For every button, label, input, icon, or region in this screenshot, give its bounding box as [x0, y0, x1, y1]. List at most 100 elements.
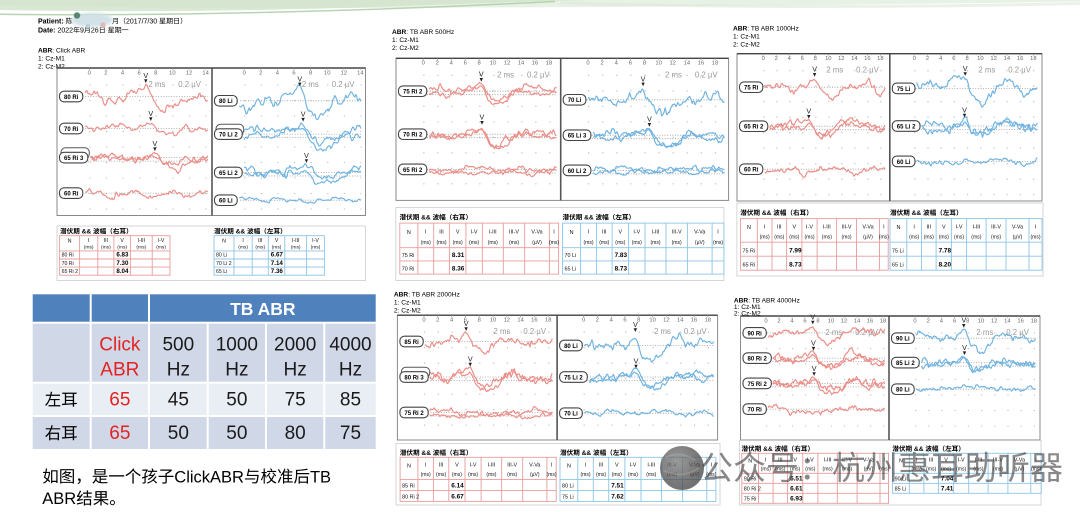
svg-text:10: 10 — [324, 70, 330, 76]
svg-text:12: 12 — [341, 70, 347, 76]
svg-text:: Click ABR: : Click ABR — [52, 48, 85, 55]
svg-text:10: 10 — [490, 318, 496, 324]
svg-text:16: 16 — [531, 318, 537, 324]
svg-text:10: 10 — [655, 61, 661, 67]
svg-text:I: I — [588, 229, 590, 235]
svg-text:70 Li 2: 70 Li 2 — [216, 261, 232, 267]
svg-text:6.67: 6.67 — [451, 493, 464, 500]
svg-text:(ms): (ms) — [842, 466, 852, 472]
svg-text:TB ABR: TB ABR — [230, 299, 296, 319]
svg-text:12: 12 — [990, 56, 996, 62]
svg-text:6.67: 6.67 — [271, 252, 284, 259]
svg-text:I-III: I-III — [138, 238, 146, 244]
svg-text:14: 14 — [357, 70, 364, 76]
svg-text:65 Li 2: 65 Li 2 — [897, 124, 916, 130]
svg-text:(ms): (ms) — [486, 472, 496, 478]
svg-text:1: Cz-M1: 1: Cz-M1 — [733, 34, 760, 41]
svg-text:6: 6 — [803, 318, 806, 324]
svg-text:(ms): (ms) — [612, 472, 622, 478]
svg-text:(ms): (ms) — [436, 240, 446, 246]
svg-text:V: V — [304, 151, 309, 160]
svg-text:7.83: 7.83 — [615, 252, 628, 259]
svg-text:80 Ri 2: 80 Ri 2 — [747, 357, 767, 363]
svg-text:I-III: I-III — [488, 463, 496, 469]
svg-text:14: 14 — [517, 318, 524, 324]
svg-text:I-III: I-III — [489, 229, 497, 235]
svg-text:10: 10 — [649, 318, 655, 324]
svg-text:(ms): (ms) — [255, 245, 265, 251]
svg-text:80 Ri 2: 80 Ri 2 — [744, 487, 761, 493]
svg-text:6: 6 — [801, 56, 804, 62]
svg-text:8.04: 8.04 — [116, 268, 129, 275]
svg-text:V: V — [455, 463, 459, 469]
svg-text:14: 14 — [518, 61, 525, 67]
svg-text:7.51: 7.51 — [611, 482, 624, 489]
svg-text:(ms): (ms) — [822, 235, 832, 241]
svg-text:2017/7/30: 2017/7/30 — [126, 19, 159, 26]
svg-text:III-V: III-V — [993, 458, 1003, 464]
svg-text:(ms): (ms) — [272, 245, 282, 251]
svg-text:4000: 4000 — [329, 335, 371, 356]
svg-text:N: N — [567, 463, 571, 469]
svg-text:6: 6 — [292, 70, 295, 76]
svg-text:(ms): (ms) — [599, 240, 609, 246]
svg-text:90 Ri: 90 Ri — [747, 331, 762, 337]
svg-text:18: 18 — [877, 56, 883, 62]
svg-text:8.20: 8.20 — [939, 261, 952, 268]
svg-text:6.83: 6.83 — [116, 252, 129, 259]
svg-text:(ms): (ms) — [1031, 466, 1041, 472]
svg-text:(ms): (ms) — [760, 235, 770, 241]
svg-text:2 ms 0.2 µV: 2 ms 0.2 µV — [494, 327, 547, 336]
svg-text:(ms): (ms) — [596, 472, 606, 478]
svg-text:I-III: I-III — [824, 458, 832, 464]
svg-text:65 Li 3: 65 Li 3 — [568, 134, 587, 140]
svg-text:14: 14 — [202, 70, 209, 76]
svg-text:III-V: III-V — [991, 225, 1001, 231]
svg-text:V: V — [153, 139, 158, 148]
svg-text:4: 4 — [790, 318, 794, 324]
svg-text:7.99: 7.99 — [789, 247, 802, 254]
svg-text:(ms): (ms) — [909, 235, 919, 241]
svg-text:(ms): (ms) — [789, 235, 799, 241]
svg-text:70 Li: 70 Li — [565, 253, 577, 259]
svg-text:V: V — [963, 64, 968, 73]
svg-text:Patient:: Patient: — [38, 19, 66, 26]
svg-text:(ms): (ms) — [507, 472, 517, 478]
svg-text:16: 16 — [691, 318, 697, 324]
svg-text:V: V — [301, 110, 306, 119]
svg-text:(µV): (µV) — [864, 466, 874, 472]
svg-text:2 ms 0.2 µV: 2 ms 0.2 µV — [497, 70, 550, 79]
svg-text:8.31: 8.31 — [452, 252, 465, 259]
svg-text:V-Va: V-Va — [1014, 458, 1025, 464]
svg-text:2000: 2000 — [274, 335, 316, 356]
svg-text:(µV): (µV) — [695, 240, 705, 246]
svg-text:0: 0 — [582, 318, 585, 324]
svg-text:65 Li 2: 65 Li 2 — [219, 171, 238, 177]
svg-text:0: 0 — [762, 56, 765, 62]
svg-text:N: N — [747, 225, 751, 231]
svg-text:500: 500 — [162, 335, 194, 356]
svg-text:(ms): (ms) — [879, 235, 889, 241]
svg-text:N: N — [896, 225, 900, 231]
svg-text:N: N — [407, 230, 411, 236]
svg-text:I-V: I-V — [956, 225, 963, 231]
svg-text:0: 0 — [764, 318, 767, 324]
svg-text:V: V — [944, 458, 948, 464]
svg-text:75 Ri 2: 75 Ri 2 — [404, 411, 424, 417]
svg-text:80 Li: 80 Li — [216, 253, 227, 259]
svg-text:III: III — [929, 458, 934, 464]
svg-text:III-V: III-V — [507, 463, 517, 469]
svg-text:(µV): (µV) — [863, 235, 873, 241]
svg-text:ABR: ABR — [394, 292, 409, 299]
svg-text:90 Li: 90 Li — [896, 337, 910, 343]
svg-text:4: 4 — [276, 70, 280, 76]
svg-text:I: I — [551, 463, 553, 469]
svg-text:70 Li: 70 Li — [564, 412, 578, 418]
svg-text:8.36: 8.36 — [452, 265, 465, 272]
svg-text:14: 14 — [684, 61, 691, 67]
svg-text:60 Li: 60 Li — [219, 199, 233, 205]
svg-text:I-V: I-V — [633, 229, 640, 235]
svg-text:16: 16 — [1017, 56, 1023, 62]
svg-text:(ms): (ms) — [546, 472, 556, 478]
svg-text:(ms): (ms) — [469, 240, 479, 246]
